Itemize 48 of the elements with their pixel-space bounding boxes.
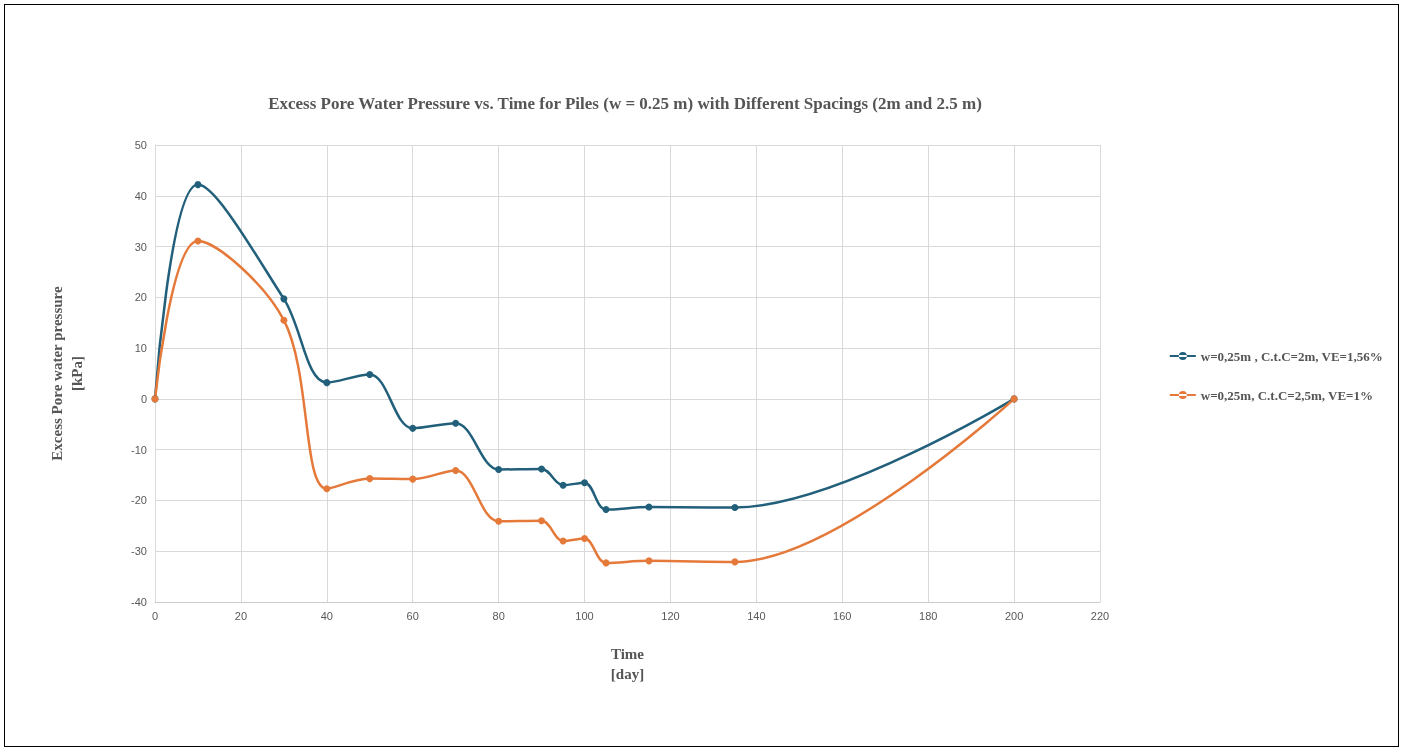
y-tick-label: 10 xyxy=(134,342,147,355)
point xyxy=(495,517,503,525)
point xyxy=(366,371,374,379)
x-tick-label: 60 xyxy=(406,609,419,622)
point xyxy=(581,535,589,543)
point xyxy=(323,379,331,387)
y-tick-label: -20 xyxy=(131,494,147,507)
y-tick-label: 50 xyxy=(134,139,147,151)
point xyxy=(409,424,417,432)
x-tick-label: 20 xyxy=(234,609,248,622)
chart-title: Excess Pore Water Pressure vs. Time for Piles (w = 0.25 m) with Different Spacings (2m and 2.5 m) xyxy=(268,94,982,113)
point xyxy=(602,506,610,514)
y-tick-label: -10 xyxy=(131,443,147,456)
y-tick-label: -30 xyxy=(131,545,147,558)
point xyxy=(409,475,417,483)
y-tick-label: 20 xyxy=(134,291,147,304)
y-tick-label: 40 xyxy=(134,189,147,202)
point xyxy=(495,465,503,473)
x-tick-label: 120 xyxy=(661,609,680,622)
point xyxy=(194,181,202,189)
x-tick-label: 80 xyxy=(492,609,505,622)
point xyxy=(538,465,546,473)
legend-label: w=0,25m , C.t.C=2m, VE=1,56% xyxy=(1200,348,1383,364)
x-tick-label: 200 xyxy=(1004,609,1024,622)
point xyxy=(280,295,288,303)
point xyxy=(731,504,739,512)
point xyxy=(323,485,331,493)
point xyxy=(280,316,288,324)
point xyxy=(731,558,739,566)
y-tick-label: 30 xyxy=(134,240,147,253)
point xyxy=(366,475,374,483)
y-tick-label: 0 xyxy=(140,392,147,405)
x-tick-label: 0 xyxy=(151,609,159,622)
x-tick-label: 40 xyxy=(320,609,333,622)
x-tick-label: 140 xyxy=(747,609,766,622)
point xyxy=(452,466,460,474)
point xyxy=(581,479,589,487)
x-axis-title: Time [day] xyxy=(610,646,645,682)
x-tick-label: 220 xyxy=(1090,609,1110,622)
point xyxy=(538,517,546,525)
y-axis-title: Excess Pore water pressure [kPa] xyxy=(49,286,85,461)
y-tick-label: -40 xyxy=(131,596,147,608)
x-tick-label: 180 xyxy=(919,609,938,622)
x-tick-label: 160 xyxy=(833,609,852,622)
point xyxy=(452,419,460,427)
point xyxy=(559,481,567,489)
x-tick-label: 100 xyxy=(575,609,594,622)
legend-label: w=0,25m, C.t.C=2,5m, VE=1% xyxy=(1200,387,1374,403)
